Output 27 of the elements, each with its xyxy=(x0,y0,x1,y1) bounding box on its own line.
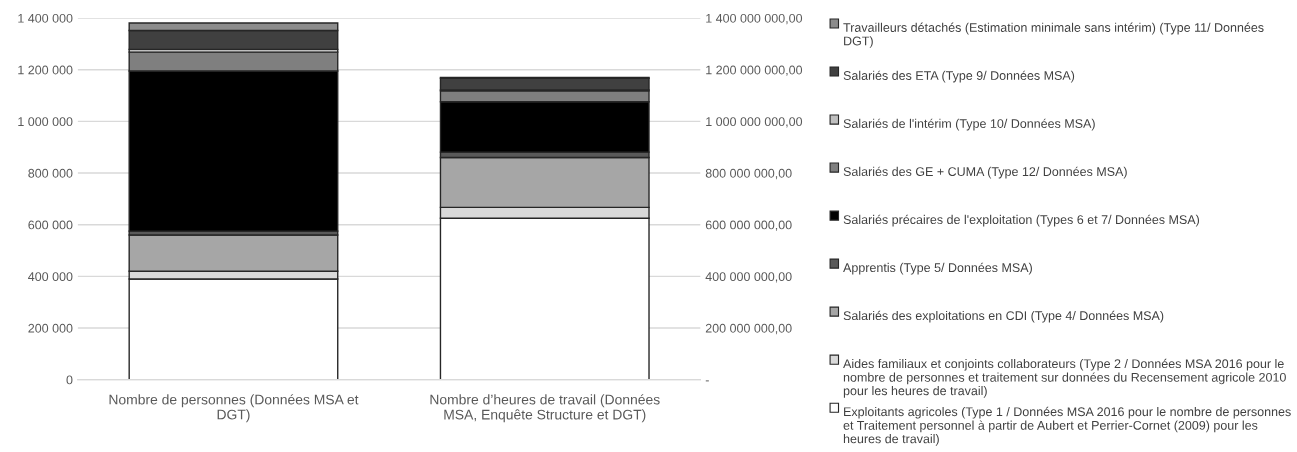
y-tick-label: 1 200 000 xyxy=(18,65,73,75)
y2-tick-label: 200 000 000,00 xyxy=(705,323,792,335)
y-tick-label: 0 xyxy=(66,375,73,385)
y2-tick-label: 600 000 000,00 xyxy=(705,220,792,231)
y-tick-label: 200 000 xyxy=(28,323,73,333)
y2-tick-label: 1 000 000 000,00 xyxy=(706,117,803,128)
y-tick-label: 1 400 000 xyxy=(18,13,73,23)
y2-tick-label: 400 000 000,00 xyxy=(705,272,792,283)
y2-tick-label: 1 200 000 000,00 xyxy=(706,65,803,76)
legend-label: Travailleurs détachés (Estimation minimale sans intérim) (Type 11/ Données DGT) xyxy=(843,22,1264,48)
x-tick-label: Nombre de personnes (Données MSA et DGT) xyxy=(109,394,359,423)
legend-label: Apprentis (Type 5/ Données MSA) xyxy=(843,262,1032,275)
legend-label: Salariés des GE + CUMA (Type 12/ Données MSA) xyxy=(843,166,1127,179)
y-tick-label: 1 000 000 xyxy=(18,117,73,127)
y2-tick-label: - xyxy=(705,380,709,382)
legend-label: Salariés de l'intérim (Type 10/ Données MSA) xyxy=(843,118,1095,131)
y-tick-label: 800 000 xyxy=(28,168,73,178)
y-tick-label: 400 000 xyxy=(28,272,73,282)
legend-label: Salariés des ETA (Type 9/ Données MSA) xyxy=(843,70,1075,83)
y-tick-label: 600 000 xyxy=(28,220,73,230)
y2-tick-label: 1 400 000 000,00 xyxy=(706,13,803,25)
y2-tick-label: 800 000 000,00 xyxy=(705,168,792,180)
legend-label: Aides familiaux et conjoints collaborateurs (Type 2 / Données MSA 2016 pour le nombre de personnes et traitement sur données du Recensement agricole 2010 pour les heures de travail) xyxy=(843,358,1286,398)
legend-label: Salariés précaires de l'exploitation (Types 6 et 7/ Données MSA) xyxy=(843,214,1200,227)
x-tick-label: Nombre d’heures de travail (Données MSA, Enquête Structure et DGT) xyxy=(430,394,660,423)
legend-label: Exploitants agricoles (Type 1 / Données MSA 2016 pour le nombre de personnes et Traitement personnel à partir de Aubert et Perrier-Cornet (2009) pour les heures de travail) xyxy=(843,406,1291,446)
legend-label: Salariés des exploitations en CDI (Type 4/ Données MSA) xyxy=(843,310,1164,323)
